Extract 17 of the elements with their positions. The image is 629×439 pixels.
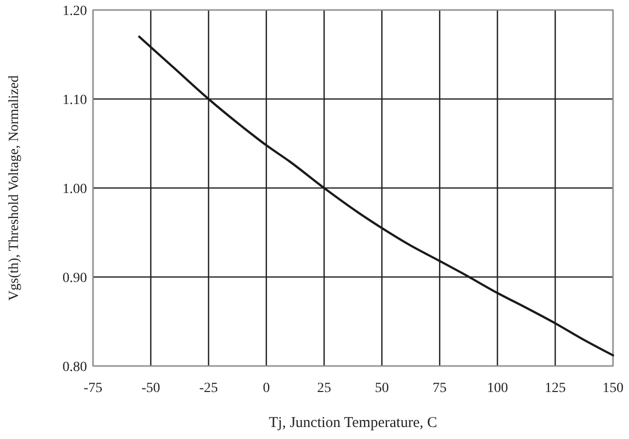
x-tick-label: 100: [486, 381, 508, 396]
x-tick-label: -75: [84, 381, 102, 396]
y-tick-label: 1.20: [62, 4, 87, 19]
x-tick-label: -25: [199, 381, 218, 396]
x-tick-label: 125: [544, 381, 566, 396]
x-tick-label: 150: [602, 381, 624, 396]
x-tick-label: 50: [374, 381, 389, 396]
x-tick-label: 25: [317, 381, 332, 396]
x-tick-label: -50: [141, 381, 160, 396]
y-axis-title: Vgs(th), Threshold Voltage, Normalized: [7, 75, 22, 301]
y-tick-label: 1.00: [62, 182, 87, 197]
y-tick-label: 1.10: [62, 92, 87, 108]
x-axis-title: Tj, Junction Temperature, C: [268, 415, 438, 431]
y-tick-label: 0.80: [62, 360, 87, 375]
x-tick-label: 75: [432, 381, 447, 396]
x-tick-label: 0: [262, 381, 270, 396]
y-tick-label: 0.90: [62, 270, 87, 286]
